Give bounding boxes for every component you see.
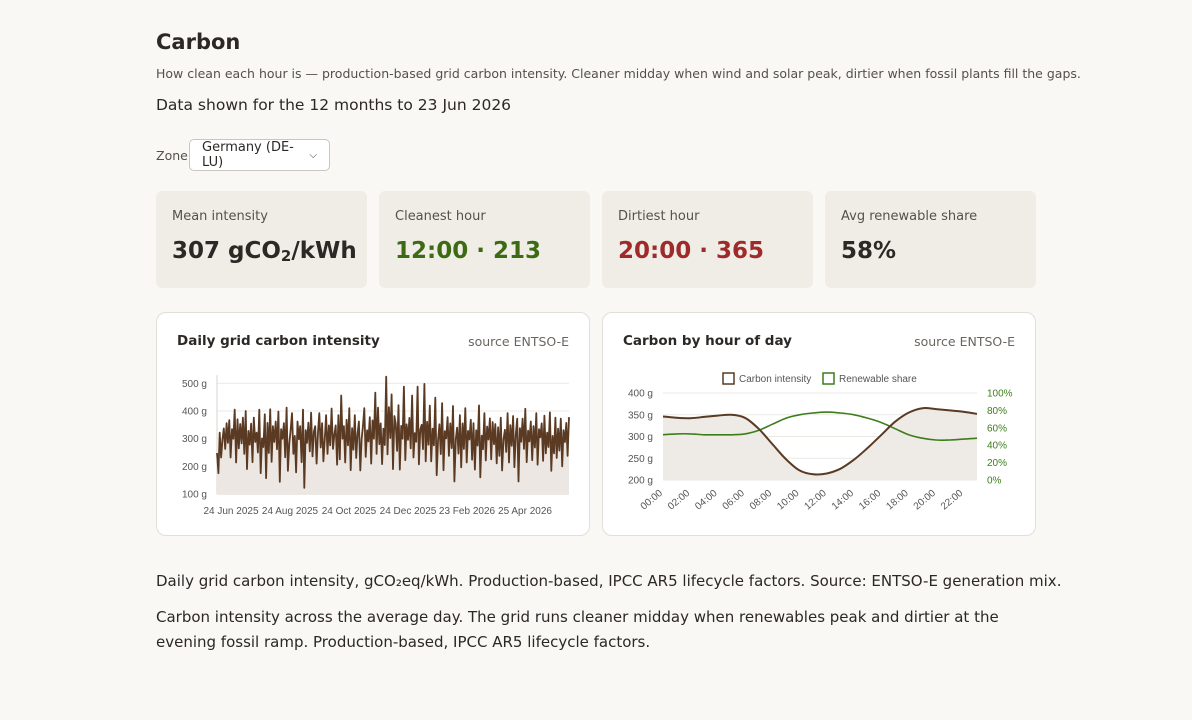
chevron-down-icon: ⌵ [309, 149, 317, 161]
hourly-carbon-card: Carbon by hour of day source ENTSO-E 200… [602, 312, 1036, 536]
hourly-carbon-chart: 200 g 250 g 300 g 350 g 400 g 0% 20% 40% 60% 80% 1… [628, 372, 1013, 513]
stat-label: Dirtiest hour [618, 209, 700, 224]
stat-cards: Mean intensity 307 gCO2/kWh Cleanest hou… [156, 191, 1036, 288]
carbon-area [663, 408, 977, 480]
x-tick-label: 24 Aug 2025 [262, 506, 319, 517]
card-source: source ENTSO-E [468, 334, 569, 349]
x-tick-label: 20:00 [912, 488, 939, 513]
carbon-intensity-line [662, 407, 978, 476]
card-source: source ENTSO-E [914, 334, 1015, 349]
card-title: Carbon by hour of day [623, 333, 792, 349]
x-tick-label: 00:00 [639, 488, 666, 513]
zone-label: Zone [156, 148, 188, 163]
stat-label: Cleanest hour [395, 209, 486, 224]
x-tick-label: 23 Feb 2026 [439, 506, 496, 517]
x-tick-label: 24 Dec 2025 [380, 506, 437, 517]
intensity-line [216, 375, 570, 489]
x-tick-label: 22:00 [939, 488, 966, 513]
y-tick-label: 400 g [182, 406, 207, 417]
x-tick-label: 02:00 [666, 488, 693, 513]
legend-label-renewable: Renewable share [839, 374, 917, 385]
stat-card-dirtiest-hour: Dirtiest hour 20:00 · 365 [602, 191, 813, 288]
y-tick-label: 200 g [182, 462, 207, 473]
y-tick-label: 100 g [182, 490, 207, 501]
x-tick-label: 25 Apr 2026 [498, 506, 552, 517]
x-tick-label: 24 Oct 2025 [322, 506, 377, 517]
stat-card-renewable-share: Avg renewable share 58% [825, 191, 1036, 288]
y2-tick-label: 60% [987, 423, 1007, 434]
daily-intensity-chart: 100 g 200 g 300 g 400 g 500 g 24 Jun 2025 24 A… [182, 375, 570, 517]
card-title: Daily grid carbon intensity [177, 333, 380, 349]
legend-swatch-carbon [722, 372, 735, 385]
y-tick-label: 400 g [628, 389, 653, 400]
legend-swatch-renewable [822, 372, 835, 385]
daily-intensity-card: Daily grid carbon intensity source ENTSO… [156, 312, 590, 536]
x-tick-label: 08:00 [748, 488, 775, 513]
y-tick-label: 200 g [628, 476, 653, 487]
y2-tick-label: 80% [987, 406, 1007, 417]
renewable-share-line [662, 411, 978, 441]
y-tick-label: 350 g [628, 410, 653, 421]
stat-value: 307 gCO2/kWh [172, 238, 357, 265]
legend-label-carbon: Carbon intensity [739, 374, 811, 385]
page-title: Carbon [156, 30, 241, 54]
stat-value: 12:00 · 213 [395, 238, 541, 264]
y-tick-label: 500 g [182, 379, 207, 390]
data-period: Data shown for the 12 months to 23 Jun 2… [156, 96, 512, 114]
stat-value: 58% [841, 238, 897, 264]
hourly-chart-caption: Carbon intensity across the average day.… [156, 608, 999, 651]
stat-card-mean-intensity: Mean intensity 307 gCO2/kWh [156, 191, 367, 288]
y-tick-label: 300 g [628, 432, 653, 443]
x-tick-label: 12:00 [803, 488, 830, 513]
x-tick-label: 14:00 [830, 488, 857, 513]
stat-label: Mean intensity [172, 209, 268, 224]
x-tick-label: 16:00 [857, 488, 884, 513]
stat-card-cleanest-hour: Cleanest hour 12:00 · 213 [379, 191, 590, 288]
x-tick-label: 06:00 [721, 488, 748, 513]
x-tick-label: 24 Jun 2025 [203, 506, 258, 517]
x-tick-label: 10:00 [775, 488, 802, 513]
stat-value: 20:00 · 365 [618, 238, 764, 264]
stat-label: Avg renewable share [841, 209, 978, 224]
zone-select[interactable]: Germany (DE-LU) ⌵ [189, 139, 330, 171]
x-tick-label: 18:00 [884, 488, 911, 513]
y2-tick-label: 0% [987, 476, 1002, 487]
x-tick-label: 04:00 [693, 488, 720, 513]
y-tick-label: 300 g [182, 434, 207, 445]
y2-tick-label: 20% [987, 458, 1007, 469]
zone-selected-value: Germany (DE-LU) [202, 140, 294, 170]
y2-tick-label: 100% [987, 389, 1013, 400]
page-subtitle: How clean each hour is — production-base… [156, 66, 1081, 81]
daily-chart-caption: Daily grid carbon intensity, gCO₂eq/kWh.… [156, 572, 1062, 590]
y2-tick-label: 40% [987, 441, 1007, 452]
y-tick-label: 250 g [628, 454, 653, 465]
